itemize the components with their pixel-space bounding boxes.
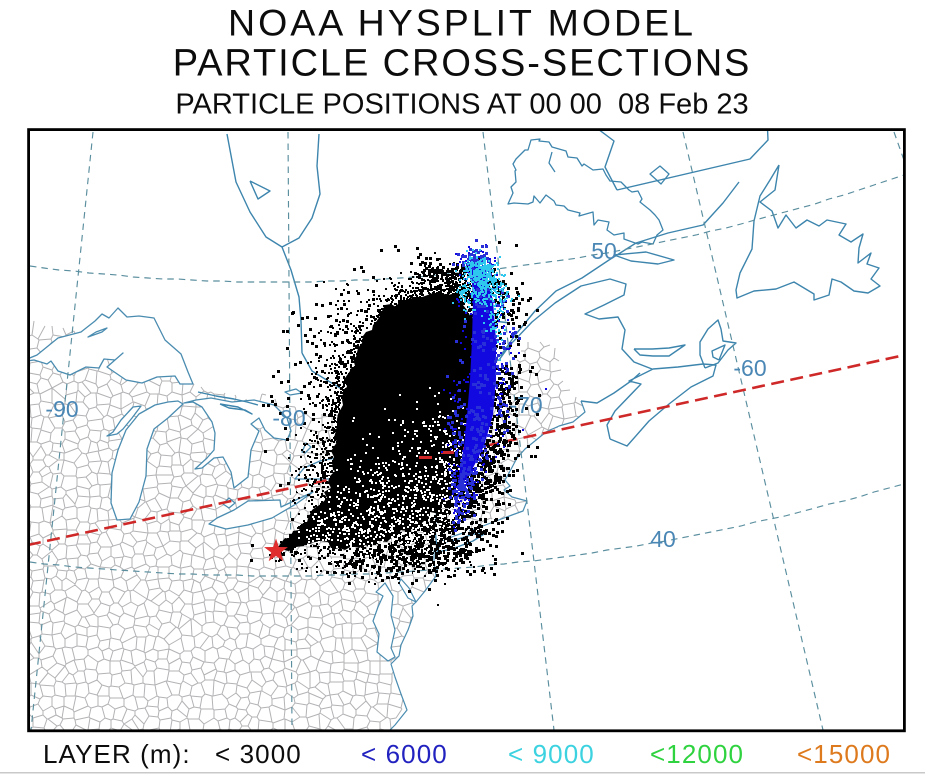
- svg-text:-90: -90: [45, 396, 78, 422]
- svg-text:< 9000: < 9000: [508, 739, 595, 769]
- svg-text:-70: -70: [509, 392, 542, 418]
- svg-text:<15000: <15000: [797, 739, 891, 769]
- svg-text:PARTICLE POSITIONS AT 00 00 0: PARTICLE POSITIONS AT 00 00 08 Feb 23: [175, 89, 748, 121]
- svg-text:-60: -60: [733, 355, 766, 381]
- svg-text:40: 40: [650, 526, 676, 552]
- svg-text:< 3000: < 3000: [215, 739, 302, 769]
- svg-text:LAYER (m):: LAYER (m):: [43, 739, 191, 769]
- svg-text:< 6000: < 6000: [361, 739, 448, 769]
- svg-text:<12000: <12000: [650, 739, 744, 769]
- svg-text:50: 50: [591, 238, 617, 264]
- svg-text:NOAA HYSPLIT MODEL: NOAA HYSPLIT MODEL: [228, 2, 696, 44]
- svg-text:-80: -80: [272, 405, 305, 431]
- svg-text:PARTICLE CROSS-SECTIONS: PARTICLE CROSS-SECTIONS: [173, 43, 752, 85]
